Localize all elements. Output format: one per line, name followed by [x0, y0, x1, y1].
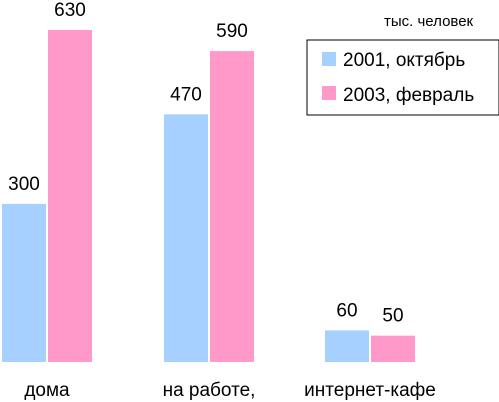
category-label-1: на работе, [163, 380, 256, 401]
bars-group [2, 30, 415, 362]
bar-2001-1 [164, 114, 208, 362]
legend-label-2003: 2003, февраль [343, 85, 474, 106]
value-label-2003-1: 590 [216, 21, 248, 42]
value-label-2001-0: 300 [8, 174, 40, 195]
bar-2003-1 [210, 51, 254, 362]
category-label-0: дома [24, 380, 70, 401]
value-label-2003-0: 630 [54, 0, 86, 21]
bar-2003-2 [371, 335, 415, 362]
value-label-2001-2: 60 [336, 300, 357, 321]
legend-box [306, 39, 499, 116]
bar-2001-0 [2, 203, 46, 362]
legend-label-2001: 2001, октябрь [343, 50, 465, 71]
value-label-2001-1: 470 [170, 84, 202, 105]
bar-2003-0 [48, 30, 92, 362]
value-label-2003-2: 50 [382, 306, 403, 327]
bar-2001-2 [325, 330, 369, 362]
legend: 2001, октябрь 2003, февраль [306, 39, 499, 116]
value-labels-group: 300 630 470 590 60 50 [8, 0, 403, 327]
legend-swatch-2001 [322, 52, 336, 66]
category-label-2: интернет-кафе [304, 380, 436, 401]
legend-swatch-2003 [322, 86, 336, 100]
unit-label: тыс. человек [384, 13, 474, 30]
category-labels-group: дома на работе, интернет-кафе [24, 380, 435, 401]
